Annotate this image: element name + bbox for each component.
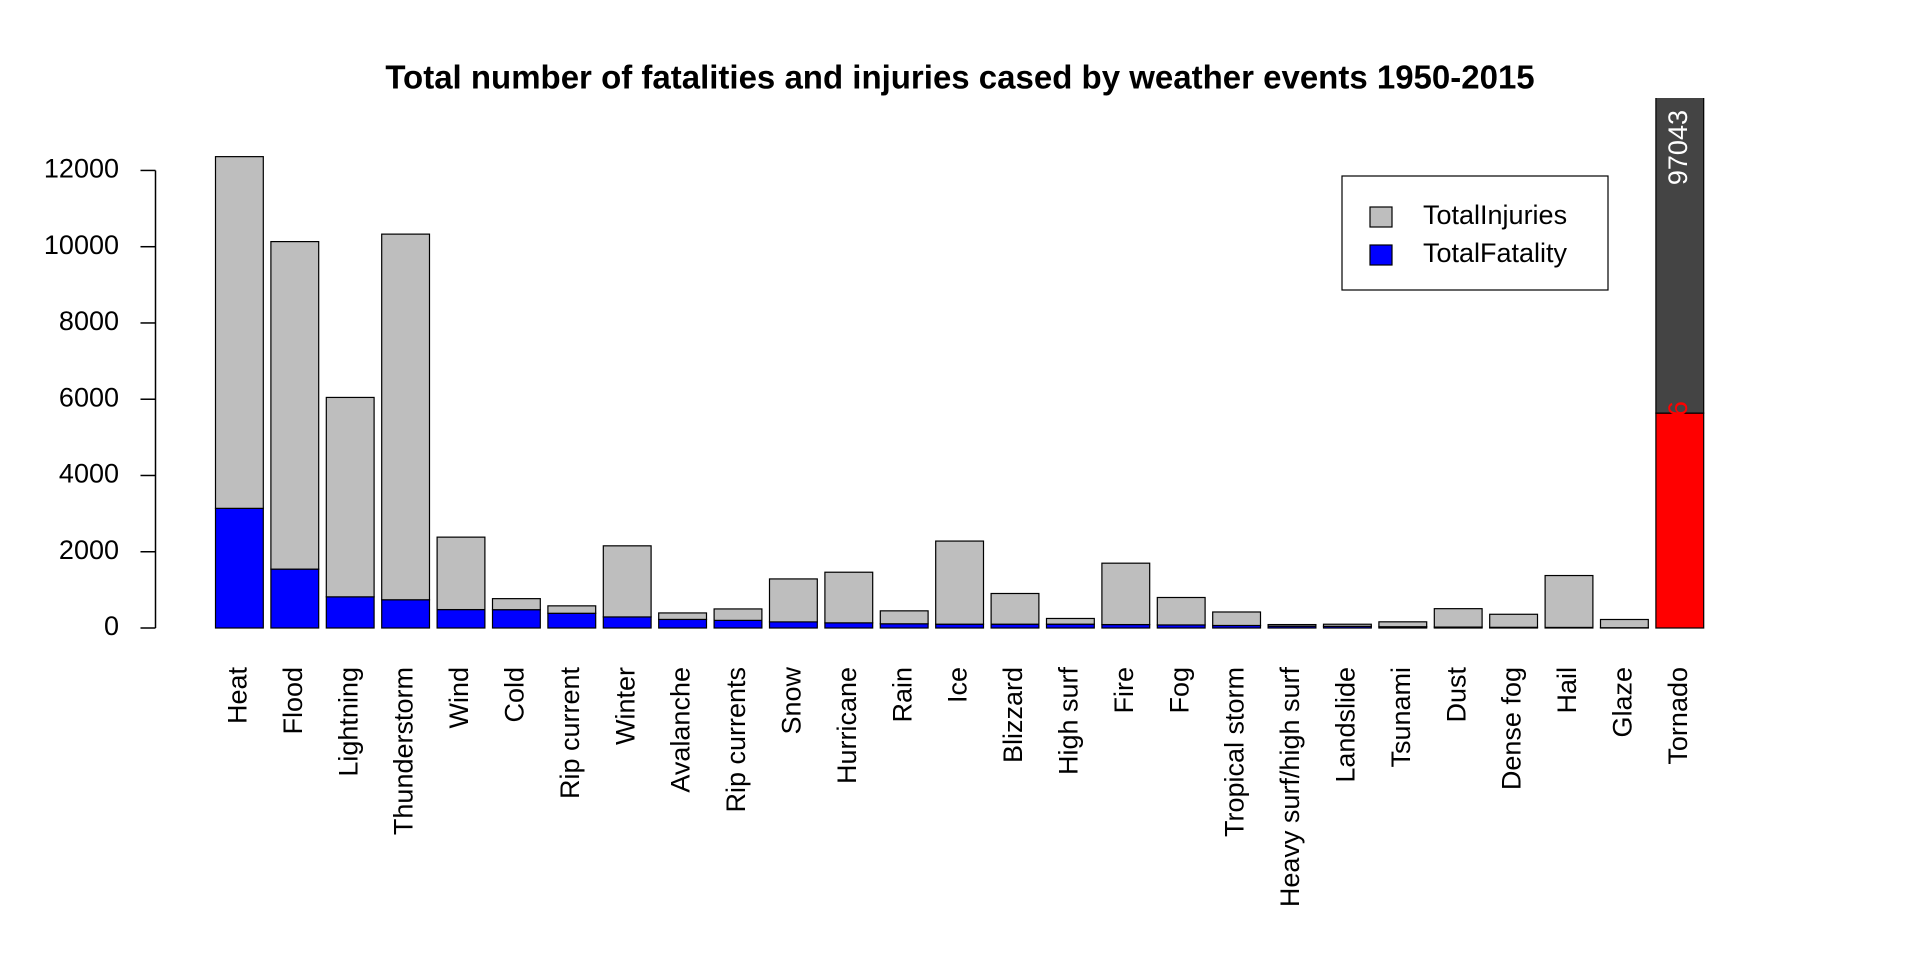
bar-segment xyxy=(1655,98,1705,414)
bar-segment xyxy=(1599,618,1649,629)
y-tick-label: 0 xyxy=(104,611,119,641)
bar-segment xyxy=(658,612,708,621)
x-tick-label: Lightning xyxy=(333,667,363,777)
bar-segment xyxy=(1156,596,1206,626)
x-tick-label: Rain xyxy=(887,667,917,723)
x-tick-label: Fog xyxy=(1164,667,1194,714)
bar-segment xyxy=(768,621,818,629)
x-tick-label: Heat xyxy=(223,667,253,725)
bar-segment xyxy=(325,396,375,598)
bar-segment xyxy=(879,610,929,625)
data-label: 97043 xyxy=(1663,110,1693,185)
x-tick-label: Dense fog xyxy=(1497,667,1527,790)
bar-segment xyxy=(1212,611,1262,627)
x-tick-label: Landslide xyxy=(1331,667,1361,783)
bar-segment xyxy=(547,605,597,614)
x-tick-label: Dust xyxy=(1441,667,1471,723)
chart-title: Total number of fatalities and injuries … xyxy=(385,59,1534,96)
x-tick-label: Cold xyxy=(500,667,530,723)
legend-box xyxy=(1341,175,1609,291)
x-tick-label: Fire xyxy=(1109,667,1139,714)
x-tick-label: Wind xyxy=(444,667,474,729)
x-tick-label: Flood xyxy=(278,667,308,735)
bar-segment xyxy=(1433,608,1483,628)
bar-segment xyxy=(824,622,874,629)
x-tick-label: Tornado xyxy=(1663,667,1693,765)
bar-segment xyxy=(381,233,431,601)
bar-segment xyxy=(1101,562,1151,626)
bar-segment xyxy=(491,609,541,629)
bar-segment xyxy=(1544,574,1594,629)
bar-segment xyxy=(879,623,929,629)
bar-segment xyxy=(768,578,818,623)
y-tick-label: 8000 xyxy=(59,306,119,336)
bar-segment xyxy=(436,608,486,629)
bar-segment xyxy=(935,540,985,625)
x-tick-label: Rip current xyxy=(555,667,585,800)
bar-segment xyxy=(381,599,431,629)
legend-label: TotalFatality xyxy=(1423,238,1568,268)
x-tick-label: Heavy surf/high surf xyxy=(1275,667,1305,908)
bar-segment xyxy=(547,612,597,629)
legend-label: TotalInjuries xyxy=(1423,200,1567,230)
bar-segment xyxy=(1267,623,1317,627)
bar-segment xyxy=(325,596,375,629)
legend-swatch xyxy=(1369,206,1393,228)
data-label: 5636 xyxy=(1663,401,1693,461)
bar-segment xyxy=(270,240,320,570)
x-tick-label: Ice xyxy=(943,667,973,703)
legend-swatch xyxy=(1369,244,1393,266)
bar-segment xyxy=(602,616,652,629)
x-tick-label: High surf xyxy=(1054,667,1084,776)
x-tick-label: Hurricane xyxy=(832,667,862,784)
y-tick-label: 6000 xyxy=(59,382,119,412)
bar-segment xyxy=(713,619,763,629)
bar-segment xyxy=(1322,623,1372,627)
bar-segment xyxy=(658,618,708,629)
bar-segment xyxy=(713,608,763,621)
x-tick-label: Snow xyxy=(777,667,807,735)
x-tick-label: Rip currents xyxy=(721,667,751,813)
bar-segment xyxy=(491,598,541,611)
x-tick-label: Tsunami xyxy=(1386,667,1416,768)
y-tick-label: 12000 xyxy=(44,154,119,184)
x-tick-label: Glaze xyxy=(1608,667,1638,738)
y-tick-label: 4000 xyxy=(59,459,119,489)
bar-segment xyxy=(436,536,486,611)
x-tick-label: Hail xyxy=(1552,667,1582,714)
y-tick-label: 10000 xyxy=(44,230,119,260)
x-tick-label: Tropical storm xyxy=(1220,667,1250,837)
bar-segment xyxy=(1655,412,1705,629)
y-tick-label: 2000 xyxy=(59,535,119,565)
x-tick-label: Winter xyxy=(610,667,640,745)
bar-segment xyxy=(1489,613,1539,628)
bar-segment xyxy=(214,507,264,629)
bar-segment xyxy=(214,156,264,509)
bars xyxy=(214,98,1705,629)
bar-segment xyxy=(824,571,874,624)
x-tick-label: Thunderstorm xyxy=(389,667,419,835)
bar-segment xyxy=(270,568,320,629)
x-tick-label: Avalanche xyxy=(666,667,696,793)
x-tick-label: Blizzard xyxy=(998,667,1028,763)
bar-segment xyxy=(602,545,652,618)
bar-segment xyxy=(1045,617,1095,625)
bar-segment xyxy=(1378,621,1428,628)
bar-segment xyxy=(990,592,1040,625)
